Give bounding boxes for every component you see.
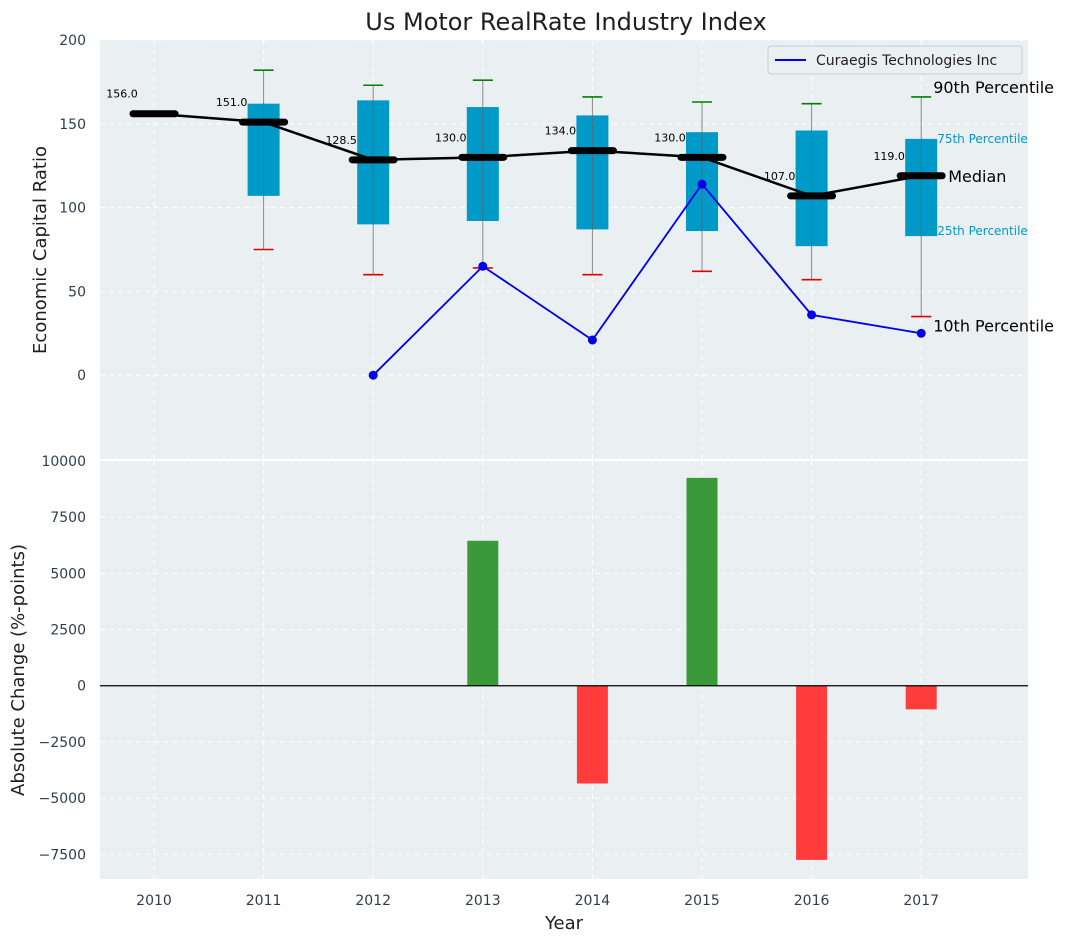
top-y-axis: 0 50 100 150 200 — [59, 33, 86, 384]
x-tick-label: 2017 — [903, 893, 939, 909]
bottom-y-tick-label: −5000 — [39, 791, 86, 807]
top-y-axis-label: Economic Capital Ratio — [30, 146, 51, 354]
x-tick-label: 2016 — [794, 893, 830, 909]
x-tick-label: 2010 — [136, 893, 172, 909]
bottom-y-tick-label: 0 — [77, 679, 86, 695]
median-value-label: 128.5 — [325, 134, 357, 147]
chart-title: Us Motor RealRate Industry Index — [365, 8, 767, 36]
x-tick-label: 2014 — [575, 893, 611, 909]
bottom-y-tick-label: 5000 — [50, 566, 86, 582]
annotation-25th-percentile: 25th Percentile — [937, 224, 1028, 238]
bottom-panel-background — [100, 461, 1028, 879]
annotation-90th-percentile: 90th Percentile — [933, 78, 1054, 97]
top-y-tick-label: 50 — [68, 284, 86, 300]
x-tick-label: 2015 — [684, 893, 720, 909]
bottom-y-axis-label: Absolute Change (%-points) — [8, 544, 29, 796]
median-value-label: 130.0 — [435, 131, 467, 144]
median-value-label: 156.0 — [106, 88, 138, 101]
annotation-median: Median — [948, 167, 1006, 186]
x-axis-label: Year — [544, 913, 584, 934]
percentile-annotations: 90th Percentile 75th Percentile Median 25th… — [933, 78, 1054, 335]
change-bar — [905, 685, 937, 710]
bottom-y-tick-label: 10000 — [41, 454, 86, 470]
change-bar — [467, 540, 499, 686]
bottom-y-tick-label: −7500 — [39, 847, 86, 863]
x-axis: 2010 2011 2012 2013 2014 2015 2016 2017 — [136, 893, 939, 909]
annotation-75th-percentile: 75th Percentile — [937, 132, 1028, 146]
company-point — [368, 370, 378, 380]
company-point — [807, 310, 817, 320]
median-value-label: 130.0 — [654, 131, 686, 144]
top-y-tick-label: 150 — [59, 117, 86, 133]
company-series — [368, 179, 926, 380]
company-point — [478, 261, 488, 271]
median-trend — [129, 110, 946, 200]
median-value-label: 151.0 — [216, 96, 248, 109]
x-tick-label: 2012 — [355, 893, 391, 909]
bottom-y-tick-label: −2500 — [39, 735, 86, 751]
legend: Curaegis Technologies Inc — [767, 45, 1023, 75]
legend-box — [767, 45, 1023, 75]
change-bar — [576, 685, 608, 784]
median-value-label: 107.0 — [764, 170, 796, 183]
median-value-label: 119.0 — [873, 150, 905, 163]
legend-label: Curaegis Technologies Inc — [816, 53, 997, 69]
company-point — [587, 335, 597, 345]
company-line — [372, 182, 922, 376]
top-y-tick-label: 100 — [59, 201, 86, 217]
x-tick-label: 2011 — [246, 893, 282, 909]
bottom-y-tick-label: 7500 — [50, 510, 86, 526]
change-bar — [686, 477, 718, 686]
bottom-y-tick-label: 2500 — [50, 623, 86, 639]
median-line — [153, 112, 922, 198]
change-bar — [796, 685, 828, 860]
company-point — [697, 179, 707, 189]
top-y-tick-label: 0 — [77, 368, 86, 384]
median-value-label: 134.0 — [545, 125, 577, 138]
change-bar-series — [467, 477, 937, 860]
bottom-y-axis: −7500 −5000 −2500 0 2500 5000 7500 10000 — [39, 454, 86, 863]
median-value-labels: 156.0 151.0 128.5 130.0 134.0 130.0 107.0 119.0 — [106, 88, 905, 183]
x-tick-label: 2013 — [465, 893, 501, 909]
annotation-10th-percentile: 10th Percentile — [933, 316, 1054, 335]
company-point — [916, 328, 926, 338]
top-y-tick-label: 200 — [59, 33, 86, 49]
